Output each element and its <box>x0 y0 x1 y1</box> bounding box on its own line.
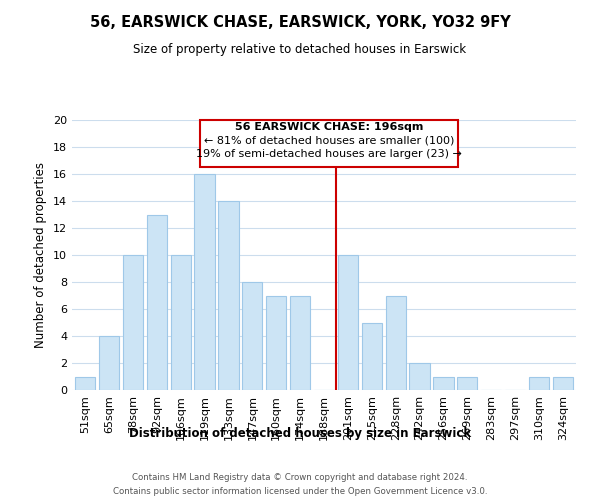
Text: 56 EARSWICK CHASE: 196sqm: 56 EARSWICK CHASE: 196sqm <box>235 122 423 132</box>
Text: ← 81% of detached houses are smaller (100): ← 81% of detached houses are smaller (10… <box>203 135 454 145</box>
Bar <box>290 296 310 390</box>
Bar <box>409 363 430 390</box>
Bar <box>529 376 549 390</box>
Text: Size of property relative to detached houses in Earswick: Size of property relative to detached ho… <box>133 42 467 56</box>
Bar <box>146 214 167 390</box>
Bar <box>386 296 406 390</box>
Text: 56, EARSWICK CHASE, EARSWICK, YORK, YO32 9FY: 56, EARSWICK CHASE, EARSWICK, YORK, YO32… <box>89 15 511 30</box>
Bar <box>433 376 454 390</box>
Text: Contains public sector information licensed under the Open Government Licence v3: Contains public sector information licen… <box>113 488 487 496</box>
Bar <box>338 255 358 390</box>
FancyBboxPatch shape <box>200 120 458 167</box>
Bar <box>218 201 239 390</box>
Bar <box>194 174 215 390</box>
Bar <box>457 376 478 390</box>
Text: 19% of semi-detached houses are larger (23) →: 19% of semi-detached houses are larger (… <box>196 149 462 159</box>
Bar <box>266 296 286 390</box>
Bar <box>553 376 573 390</box>
Bar <box>170 255 191 390</box>
Bar <box>75 376 95 390</box>
Text: Distribution of detached houses by size in Earswick: Distribution of detached houses by size … <box>129 428 471 440</box>
Bar <box>242 282 262 390</box>
Bar <box>99 336 119 390</box>
Y-axis label: Number of detached properties: Number of detached properties <box>34 162 47 348</box>
Bar <box>362 322 382 390</box>
Text: Contains HM Land Registry data © Crown copyright and database right 2024.: Contains HM Land Registry data © Crown c… <box>132 472 468 482</box>
Bar <box>123 255 143 390</box>
